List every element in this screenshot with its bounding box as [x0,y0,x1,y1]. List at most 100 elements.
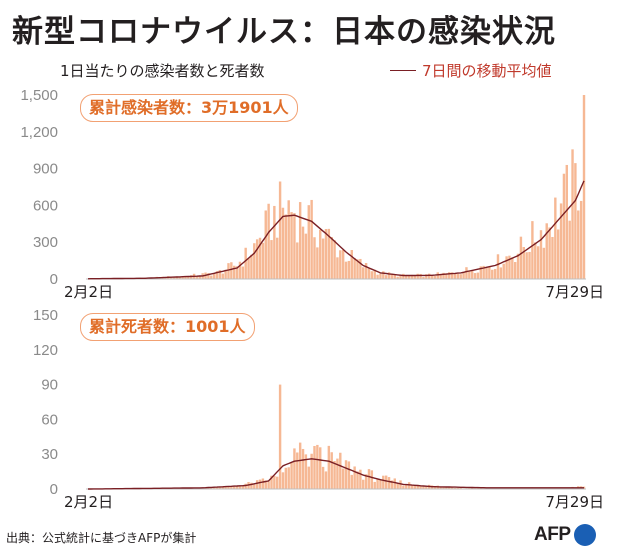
bar [413,485,417,489]
bar [379,479,382,489]
bar [419,273,422,279]
bar [238,486,242,489]
cases-total-callout: 累計感染者数：3万1901人 [80,94,298,122]
bar [210,487,213,489]
bar [339,250,342,279]
y-tick-label: 900 [33,161,58,178]
moving-average-line [88,458,584,490]
moving-average-line [87,180,585,280]
bar [356,471,359,489]
bar [430,275,434,279]
bar [284,467,288,489]
bar [261,242,265,279]
bar [281,207,285,279]
bar [513,262,517,279]
bar [448,272,451,279]
bar [270,475,273,489]
bar [485,267,488,279]
bar [215,271,219,279]
bar [307,205,310,279]
bar [195,275,199,279]
bar [396,276,399,279]
y-tick-label: 300 [33,234,58,251]
deaths-total-callout: 累計死者数：1001人 [80,313,255,341]
bar [382,475,385,489]
bar [307,466,310,489]
bar [459,487,462,489]
bar [508,255,511,279]
bar [255,480,259,489]
bar [499,267,503,279]
bar [556,229,560,279]
bar [493,268,497,279]
bar [542,247,546,279]
bar [276,476,279,489]
bar [536,246,540,279]
bar [324,471,328,489]
bar [479,266,482,279]
bar [448,486,451,489]
y-tick-label: 1,500 [20,87,58,104]
bar [519,236,523,279]
bar [313,237,316,279]
bar [212,273,216,279]
bar [316,247,319,279]
bar [407,275,411,279]
bar [230,262,233,279]
bar [373,269,376,279]
bar [416,273,419,279]
bar [181,276,184,279]
bar [359,258,362,279]
bar [384,475,388,489]
bar [333,461,336,489]
bar [313,446,316,489]
bar [255,239,259,279]
bar [298,442,302,489]
y-tick-label: 90 [41,377,58,394]
afp-logo: AFP [534,524,596,546]
bar [577,210,580,279]
bar [235,485,239,489]
bar [276,237,279,279]
x-start-label: 2月2日 [64,493,113,511]
bar [525,252,528,279]
bar [534,242,537,279]
bar [172,276,176,279]
bar [456,487,460,489]
bar [190,275,193,279]
bar [410,484,414,489]
bar [450,487,454,489]
bar [379,273,382,279]
bar [439,486,442,489]
bar [244,483,247,489]
bar [422,276,425,279]
bar [184,275,187,279]
bar [445,273,448,279]
bar [204,487,207,489]
bar [241,266,245,279]
bar [367,268,371,279]
bar [264,210,267,279]
bar [382,271,385,279]
bar [539,230,543,279]
bar [247,258,250,279]
bar [207,273,210,279]
bar [281,472,285,489]
bar [439,273,442,279]
bar [390,273,394,279]
bar [221,273,224,279]
y-tick-label: 60 [41,411,58,428]
bar [562,173,566,279]
bar [353,466,356,489]
bar [402,485,405,489]
bar [399,480,402,489]
bar [310,199,313,279]
bar [258,479,262,489]
bar [416,484,419,489]
bar [227,263,230,279]
bar [410,274,414,279]
bar [321,238,325,279]
bar [565,164,568,279]
bar [491,269,494,279]
bar [316,444,319,489]
